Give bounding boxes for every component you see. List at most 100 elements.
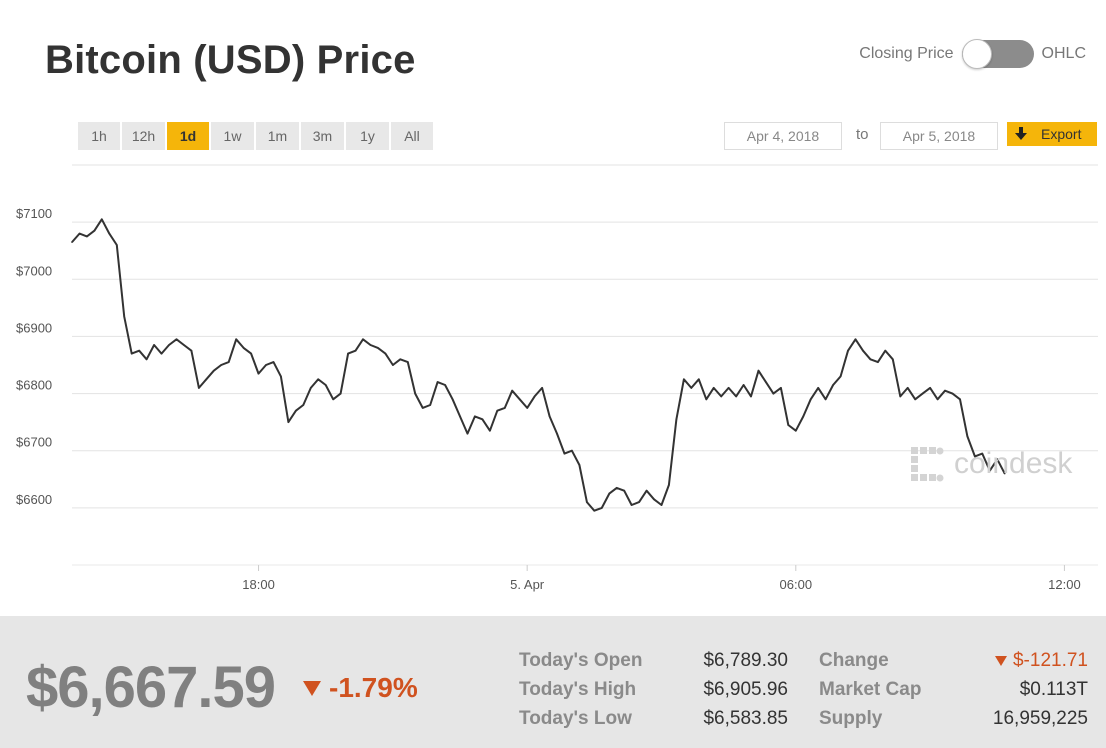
- data-point: [317, 378, 320, 381]
- data-point: [71, 241, 73, 243]
- data-point: [250, 352, 252, 355]
- y-tick-label: $6800: [16, 378, 52, 393]
- stat-value-market-cap: $0.113T: [1019, 679, 1088, 700]
- change-percent-value: -1.79%: [329, 672, 418, 703]
- data-point: [959, 398, 961, 401]
- data-point: [541, 387, 543, 389]
- closing-ohlc-toggle[interactable]: [961, 39, 1034, 69]
- x-tick-label: 18:00: [242, 577, 275, 592]
- data-point: [556, 432, 558, 435]
- price-summary-panel: $6,667.59 -1.79% Today's Open Today's Hi…: [0, 616, 1106, 748]
- data-point: [451, 398, 454, 401]
- data-point: [608, 492, 611, 495]
- y-tick-label: $6900: [16, 320, 52, 335]
- data-point: [757, 369, 760, 372]
- stat-label-market-cap: Market Cap: [819, 679, 922, 700]
- data-point: [668, 484, 670, 486]
- data-point: [324, 384, 327, 386]
- stat-value-supply: 16,959,225: [992, 708, 1088, 729]
- export-button[interactable]: Export: [1007, 122, 1097, 146]
- range-button-1h[interactable]: 1h: [78, 122, 120, 150]
- watermark-text: coindesk: [954, 447, 1073, 480]
- data-point: [832, 384, 834, 386]
- data-point: [705, 398, 708, 401]
- data-point: [989, 469, 991, 472]
- data-point: [369, 344, 372, 346]
- data-point: [362, 338, 364, 341]
- stat-label-supply: Supply: [819, 708, 883, 729]
- date-to-separator: to: [856, 126, 869, 143]
- data-point: [220, 364, 222, 366]
- stat-label-open: Today's Open: [519, 650, 643, 671]
- data-point: [489, 429, 491, 432]
- data-point: [802, 415, 805, 418]
- stat-value-low: $6,583.85: [703, 708, 788, 729]
- data-point: [862, 349, 864, 352]
- data-point: [765, 381, 767, 383]
- range-button-1y[interactable]: 1y: [346, 122, 389, 150]
- price-chart[interactable]: $6600 $6700 $6800 $6900 $7000 $7100 18:00 5. A…: [0, 160, 1106, 600]
- data-point: [377, 347, 379, 349]
- date-from-input[interactable]: Apr 4, 2018: [724, 122, 842, 150]
- data-point: [742, 384, 745, 386]
- data-point: [824, 398, 827, 401]
- data-point: [198, 387, 200, 389]
- data-point: [720, 395, 722, 398]
- data-point: [496, 409, 499, 412]
- data-point: [295, 409, 297, 412]
- data-point: [780, 387, 782, 389]
- data-point: [966, 435, 969, 438]
- data-point: [660, 504, 663, 506]
- data-point: [854, 338, 857, 341]
- data-point: [175, 338, 178, 341]
- range-button-12h[interactable]: 12h: [122, 122, 165, 150]
- data-point: [392, 364, 394, 366]
- data-point: [354, 349, 357, 352]
- range-button-1w[interactable]: 1w: [211, 122, 254, 150]
- stat-label-high: Today's High: [519, 679, 637, 700]
- range-button-1m[interactable]: 1m: [256, 122, 299, 150]
- range-button-3m[interactable]: 3m: [301, 122, 344, 150]
- stat-value-high: $6,905.96: [703, 679, 788, 700]
- closing-price-label: Closing Price: [859, 45, 954, 62]
- data-point: [518, 398, 521, 401]
- data-point: [242, 347, 245, 349]
- data-point: [892, 358, 894, 361]
- data-point: [869, 358, 872, 361]
- data-point: [205, 378, 208, 381]
- data-point: [974, 455, 976, 458]
- range-selector: 1h 12h 1d 1w 1m 3m 1y All: [78, 122, 433, 150]
- range-button-all[interactable]: All: [391, 122, 433, 150]
- data-point: [116, 244, 118, 246]
- data-point: [466, 432, 469, 435]
- data-point: [235, 338, 237, 341]
- data-point: [168, 344, 170, 346]
- data-point: [130, 352, 133, 355]
- stat-label-change: Change: [819, 650, 889, 671]
- data-point: [504, 407, 506, 409]
- data-point: [712, 387, 715, 389]
- data-point: [951, 392, 954, 395]
- data-point: [914, 398, 916, 401]
- export-label: Export: [1041, 126, 1082, 142]
- toggle-knob[interactable]: [961, 39, 992, 69]
- data-point: [548, 415, 551, 418]
- range-button-1d[interactable]: 1d: [167, 122, 209, 150]
- data-point: [302, 404, 305, 406]
- data-point: [93, 229, 96, 232]
- data-point: [481, 418, 484, 421]
- data-point: [414, 392, 417, 395]
- data-point: [101, 218, 103, 221]
- data-point: [436, 381, 439, 383]
- data-point: [310, 387, 312, 389]
- data-point: [847, 349, 849, 352]
- price-series: [71, 218, 1006, 512]
- date-to-input[interactable]: Apr 5, 2018: [880, 122, 998, 150]
- down-triangle-small-icon: [994, 656, 1007, 666]
- data-point: [108, 232, 111, 235]
- y-tick-label: $6700: [16, 435, 52, 450]
- data-point: [601, 507, 603, 509]
- data-point: [750, 395, 752, 398]
- data-point: [727, 387, 730, 389]
- data-point: [511, 389, 513, 392]
